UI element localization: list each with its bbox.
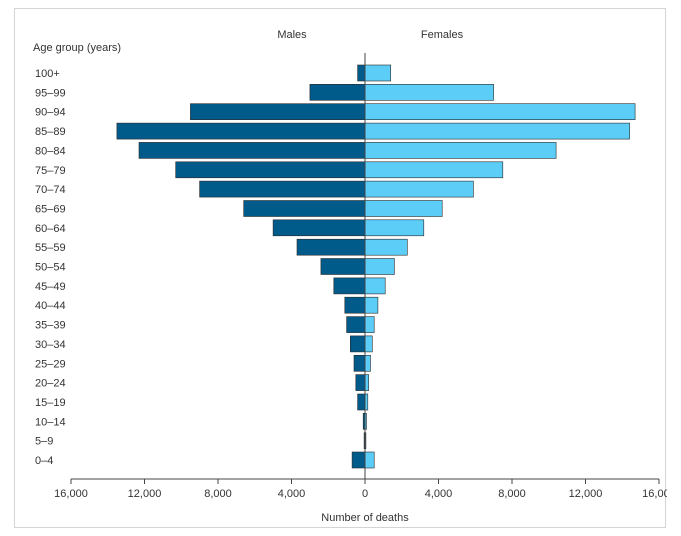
female-bar-3 bbox=[364, 122, 630, 140]
female-bar-2 bbox=[364, 103, 636, 120]
female-bar-8 bbox=[364, 219, 425, 237]
x-tick-label-2: 8,000 bbox=[204, 488, 232, 500]
age-group-label-5: 75–79 bbox=[35, 165, 66, 177]
male-bar-4 bbox=[138, 142, 366, 159]
x-axis-title: Number of deaths bbox=[321, 512, 409, 524]
chart-frame: 100+ 95–99 90–94 85–89 80–84 75–79 70–74 65–69 6… bbox=[14, 8, 667, 528]
female-bar-13 bbox=[364, 316, 375, 333]
female-bar-15 bbox=[364, 354, 371, 372]
age-group-label-19: 5–9 bbox=[35, 436, 53, 448]
age-group-label-11: 45–49 bbox=[35, 281, 66, 293]
female-bar-14 bbox=[364, 335, 373, 353]
age-group-label-10: 50–54 bbox=[35, 262, 66, 274]
male-bar-9 bbox=[296, 238, 366, 256]
female-bar-20 bbox=[364, 451, 375, 469]
female-bar-16 bbox=[364, 374, 370, 391]
bars-layer bbox=[116, 64, 636, 469]
male-bar-13 bbox=[346, 316, 366, 333]
x-tick-label-5: 4,000 bbox=[425, 488, 453, 500]
female-bar-10 bbox=[364, 258, 395, 275]
age-group-label-13: 35–39 bbox=[35, 320, 66, 332]
male-bar-7 bbox=[243, 200, 366, 217]
male-bar-0 bbox=[357, 64, 366, 82]
labels-layer: 100+ 95–99 90–94 85–89 80–84 75–79 70–74 65–69 6… bbox=[33, 29, 667, 524]
female-bar-7 bbox=[364, 200, 443, 217]
age-group-label-2: 90–94 bbox=[35, 107, 66, 119]
x-tick-label-4: 0 bbox=[362, 488, 368, 500]
age-group-label-6: 70–74 bbox=[35, 184, 66, 196]
male-bar-8 bbox=[272, 219, 366, 237]
legend-females: Females bbox=[421, 29, 464, 41]
male-bar-15 bbox=[353, 354, 366, 372]
x-tick-label-7: 12,000 bbox=[569, 488, 603, 500]
legend-males: Males bbox=[277, 29, 307, 41]
male-bar-14 bbox=[349, 335, 366, 353]
age-group-label-4: 80–84 bbox=[35, 145, 66, 157]
male-bar-2 bbox=[190, 103, 366, 120]
y-axis-title: Age group (years) bbox=[33, 42, 121, 54]
age-group-label-3: 85–89 bbox=[35, 126, 66, 138]
age-group-label-20: 0–4 bbox=[35, 455, 53, 467]
age-group-label-0: 100+ bbox=[35, 68, 60, 80]
female-bar-9 bbox=[364, 238, 408, 256]
population-pyramid-chart: 100+ 95–99 90–94 85–89 80–84 75–79 70–74 65–69 6… bbox=[33, 29, 667, 524]
age-group-label-17: 15–19 bbox=[35, 397, 66, 409]
axes-layer bbox=[70, 53, 660, 484]
male-bar-16 bbox=[355, 374, 366, 391]
female-bar-11 bbox=[364, 277, 386, 295]
male-bar-3 bbox=[116, 122, 366, 140]
male-bar-12 bbox=[344, 296, 366, 314]
age-group-label-9: 55–59 bbox=[35, 242, 66, 254]
age-group-label-1: 95–99 bbox=[35, 87, 66, 99]
x-tick-label-8: 16,000 bbox=[642, 488, 667, 500]
female-bar-6 bbox=[364, 180, 474, 198]
age-group-label-16: 20–24 bbox=[35, 378, 66, 390]
female-bar-1 bbox=[364, 84, 494, 101]
x-tick-label-1: 12,000 bbox=[128, 488, 162, 500]
female-bar-4 bbox=[364, 142, 557, 159]
male-bar-10 bbox=[320, 258, 366, 275]
age-group-label-15: 25–29 bbox=[35, 358, 66, 370]
male-bar-1 bbox=[309, 84, 366, 101]
x-tick-label-6: 8,000 bbox=[498, 488, 526, 500]
female-bar-5 bbox=[364, 161, 504, 179]
age-group-label-8: 60–64 bbox=[35, 223, 66, 235]
x-tick-label-0: 16,000 bbox=[54, 488, 88, 500]
x-tick-label-3: 4,000 bbox=[278, 488, 306, 500]
male-bar-20 bbox=[351, 451, 366, 469]
male-bar-11 bbox=[333, 277, 366, 295]
male-bar-5 bbox=[175, 161, 366, 179]
age-group-label-7: 65–69 bbox=[35, 204, 66, 216]
female-bar-12 bbox=[364, 296, 379, 314]
female-bar-0 bbox=[364, 64, 392, 82]
age-group-label-18: 10–14 bbox=[35, 416, 66, 428]
age-group-label-12: 40–44 bbox=[35, 300, 66, 312]
age-group-label-14: 30–34 bbox=[35, 339, 66, 351]
male-bar-17 bbox=[357, 393, 366, 411]
male-bar-6 bbox=[199, 180, 366, 198]
